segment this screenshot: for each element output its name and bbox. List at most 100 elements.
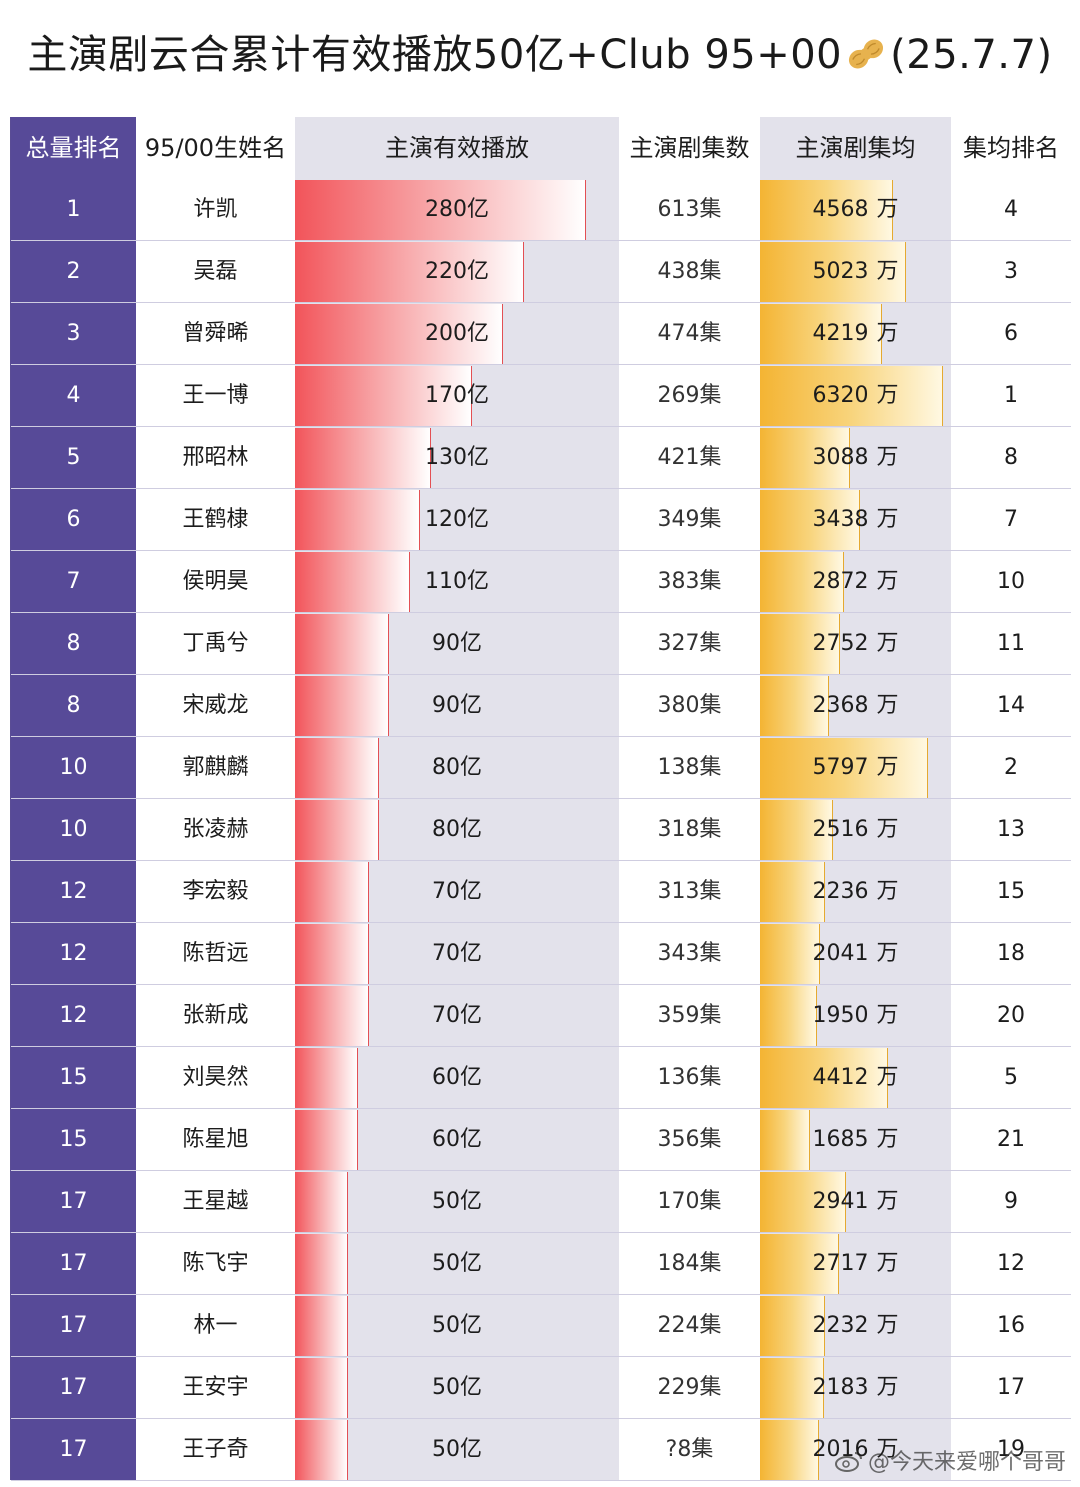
avg-rank-cell: 14 — [951, 675, 1071, 737]
avg-cell: 2232 万 — [760, 1295, 951, 1357]
plays-value-label: 70亿 — [432, 879, 482, 904]
avg-rank-cell: 3 — [951, 241, 1071, 303]
table-row: 15 刘昊然 60亿 136集 4412 万 5 — [11, 1047, 1071, 1109]
episodes-cell: 170集 — [619, 1171, 760, 1233]
episodes-cell: 438集 — [619, 241, 760, 303]
avg-value-label: 2183 万 — [812, 1375, 899, 1400]
title-date: (25.7.7) — [890, 32, 1053, 78]
plays-bar — [295, 986, 369, 1046]
avg-value-label: 2872 万 — [812, 569, 899, 594]
avg-rank-cell: 12 — [951, 1233, 1071, 1295]
avg-cell: 4219 万 — [760, 303, 951, 365]
plays-bar — [295, 800, 379, 860]
rank-cell: 12 — [11, 923, 136, 985]
rank-cell: 4 — [11, 365, 136, 427]
table-row: 8 丁禹兮 90亿 327集 2752 万 11 — [11, 613, 1071, 675]
name-cell: 王子奇 — [136, 1419, 295, 1481]
avg-rank-cell: 1 — [951, 365, 1071, 427]
table-row: 17 王星越 50亿 170集 2941 万 9 — [11, 1171, 1071, 1233]
plays-bar — [295, 242, 524, 302]
avg-bar — [760, 862, 825, 922]
avg-cell: 4412 万 — [760, 1047, 951, 1109]
name-cell: 陈哲远 — [136, 923, 295, 985]
avg-cell: 6320 万 — [760, 365, 951, 427]
plays-value-label: 90亿 — [432, 631, 482, 656]
avg-cell: 5797 万 — [760, 737, 951, 799]
avg-value-label: 1685 万 — [812, 1127, 899, 1152]
avg-rank-cell: 11 — [951, 613, 1071, 675]
avg-bar — [760, 986, 817, 1046]
plays-bar — [295, 552, 410, 612]
avg-rank-cell: 5 — [951, 1047, 1071, 1109]
avg-rank-cell: 4 — [951, 179, 1071, 241]
avg-cell: 3438 万 — [760, 489, 951, 551]
table-row: 10 张凌赫 80亿 318集 2516 万 13 — [11, 799, 1071, 861]
episodes-cell: 421集 — [619, 427, 760, 489]
name-cell: 王一博 — [136, 365, 295, 427]
avg-rank-cell: 15 — [951, 861, 1071, 923]
rank-cell: 5 — [11, 427, 136, 489]
avg-rank-cell: 8 — [951, 427, 1071, 489]
avg-rank-cell: 2 — [951, 737, 1071, 799]
table-row: 3 曾舜晞 200亿 474集 4219 万 6 — [11, 303, 1071, 365]
plays-value-label: 50亿 — [432, 1251, 482, 1276]
rank-cell: 3 — [11, 303, 136, 365]
header-avg-rank: 集均排名 — [963, 134, 1059, 162]
plays-value-label: 80亿 — [432, 755, 482, 780]
table-row: 17 王子奇 50亿 ?8集 2016 万 19 — [11, 1419, 1071, 1481]
avg-value-label: 3088 万 — [812, 445, 899, 470]
header-total-rank: 总量排名 — [11, 117, 136, 179]
plays-cell: 50亿 — [295, 1171, 619, 1233]
plays-cell: 90亿 — [295, 675, 619, 737]
rank-cell: 2 — [11, 241, 136, 303]
plays-cell: 80亿 — [295, 799, 619, 861]
plays-bar — [295, 924, 369, 984]
episodes-cell: 313集 — [619, 861, 760, 923]
avg-rank-cell: 17 — [951, 1357, 1071, 1419]
plays-cell: 70亿 — [295, 861, 619, 923]
avg-value-label: 4412 万 — [812, 1065, 899, 1090]
plays-bar — [295, 676, 389, 736]
plays-bar — [295, 1172, 348, 1232]
table-row: 8 宋威龙 90亿 380集 2368 万 14 — [11, 675, 1071, 737]
avg-value-label: 5797 万 — [812, 755, 899, 780]
rank-cell: 15 — [11, 1109, 136, 1171]
plays-value-label: 110亿 — [425, 569, 489, 594]
plays-bar — [295, 366, 472, 426]
avg-cell: 2368 万 — [760, 675, 951, 737]
avg-value-label: 5023 万 — [812, 259, 899, 284]
episodes-cell: 343集 — [619, 923, 760, 985]
plays-value-label: 70亿 — [432, 1003, 482, 1028]
episodes-cell: 349集 — [619, 489, 760, 551]
avg-value-label: 2236 万 — [812, 879, 899, 904]
plays-cell: 220亿 — [295, 241, 619, 303]
plays-value-label: 220亿 — [425, 259, 489, 284]
plays-value-label: 50亿 — [432, 1189, 482, 1214]
weibo-logo-icon — [834, 1450, 864, 1472]
plays-cell: 280亿 — [295, 179, 619, 241]
avg-cell: 2236 万 — [760, 861, 951, 923]
rank-cell: 12 — [11, 861, 136, 923]
avg-cell: 2752 万 — [760, 613, 951, 675]
name-cell: 曾舜晞 — [136, 303, 295, 365]
plays-bar — [295, 180, 586, 240]
episodes-cell: 136集 — [619, 1047, 760, 1109]
plays-value-label: 130亿 — [425, 445, 489, 470]
table-row: 12 李宏毅 70亿 313集 2236 万 15 — [11, 861, 1071, 923]
name-cell: 王星越 — [136, 1171, 295, 1233]
episodes-cell: 224集 — [619, 1295, 760, 1357]
plays-cell: 70亿 — [295, 985, 619, 1047]
avg-bar — [760, 1048, 888, 1108]
watermark-text: @今天来爱哪个哥哥 — [867, 1450, 1066, 1475]
table-row: 12 张新成 70亿 359集 1950 万 20 — [11, 985, 1071, 1047]
avg-bar — [760, 180, 893, 240]
episodes-cell: 356集 — [619, 1109, 760, 1171]
avg-bar — [760, 552, 844, 612]
header-episodes: 主演剧集数 — [629, 134, 750, 162]
plays-cell: 60亿 — [295, 1109, 619, 1171]
avg-bar — [760, 800, 833, 860]
avg-rank-cell: 21 — [951, 1109, 1071, 1171]
avg-bar — [760, 366, 943, 426]
name-cell: 张新成 — [136, 985, 295, 1047]
avg-bar — [760, 304, 882, 364]
